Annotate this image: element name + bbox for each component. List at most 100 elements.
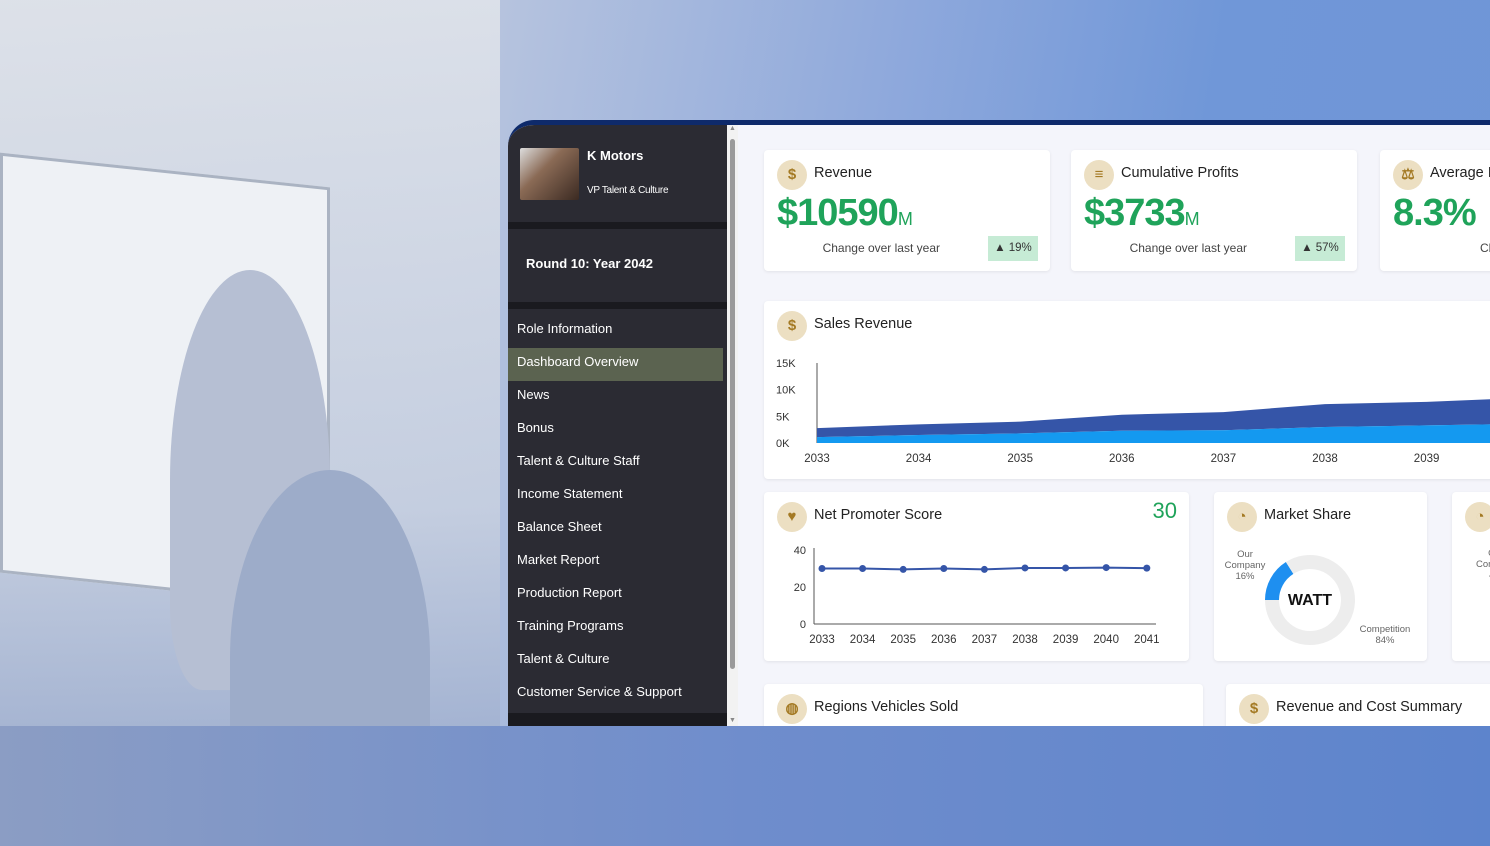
x-tick-label: 2041 [1134,634,1160,646]
x-tick-label: 2036 [1109,453,1135,465]
change-label: Change over last year [822,241,940,255]
scroll-down-icon[interactable]: ▼ [729,717,736,724]
x-tick-label: 2038 [1012,634,1038,646]
change-label: Change over last year [1129,241,1247,255]
change-badge: ▲ 19% [988,236,1038,261]
slice-label: Company [1225,560,1266,571]
sidebar: K Motors VP Talent & Culture Round 10: Y… [508,125,727,726]
nps-card: ♥ Net Promoter Score 30 0 20 40 2033 2034 203… [764,492,1189,661]
sidebar-item-talent-culture[interactable]: Talent & Culture [517,651,610,666]
sidebar-item-market-report[interactable]: Market Report [517,552,600,567]
sidebar-item-news[interactable]: News [517,387,550,402]
kpi-value: 8.3% [1393,192,1477,234]
avatar [520,148,579,200]
nps-point [1021,564,1029,572]
sidebar-item-customer-service-support[interactable]: Customer Service & Support [517,684,682,699]
x-tick-label: 2034 [906,453,932,465]
kpi-title: Cumulative Profits [1121,165,1239,181]
donut-slice [1265,555,1355,645]
nps-point [899,565,907,573]
scrollbar-thumb[interactable] [730,139,735,669]
money-bag-icon: $ [777,160,807,190]
x-tick-label: 2039 [1414,453,1440,465]
slice-label: Our [1237,549,1253,560]
change-badge: ▲ 57% [1295,236,1345,261]
x-tick-label: 2037 [1211,453,1237,465]
x-tick-label: 2036 [931,634,957,646]
sidebar-item-production-report[interactable]: Production Report [517,585,622,600]
y-tick-label: 0 [800,619,806,631]
round-label: Round 10: Year 2042 [526,256,653,271]
regions-card: ◍ Regions Vehicles Sold [764,684,1203,726]
user-heart-icon: ♥ [777,502,807,532]
nps-current-value: 30 [1152,498,1177,523]
user-role: VP Talent & Culture [587,185,669,196]
background-floor [0,726,1490,846]
x-tick-label: 2039 [1053,634,1079,646]
revenue-cost-card: $ Revenue and Cost Summary [1226,684,1490,726]
x-tick-label: 2035 [1007,453,1033,465]
y-tick-label: 10K [776,385,796,397]
sidebar-item-role-information[interactable]: Role Information [517,321,613,336]
slice-label: Competition [1360,624,1411,635]
kpi-card: ≡ Cumulative Profits $3733M Change over … [1071,150,1357,271]
card-title: Net Promoter Score [814,507,943,523]
sales-revenue-chart: 0K5K10K15K203320342035203620372038203920… [776,358,1490,465]
nps-point [818,565,826,572]
company-name: K Motors [587,148,644,163]
coins-icon: ≡ [1084,160,1114,190]
divider [508,713,727,726]
hand-money-icon: $ [777,311,807,341]
card-title: Sales Revenue [814,316,913,332]
y-tick-label: 0K [776,438,790,450]
divider [508,222,727,229]
sidebar-item-training-programs[interactable]: Training Programs [517,618,624,633]
sales-revenue-card: $ Sales Revenue 0K 5K 10K 15K 2033 2034 2035 20… [764,301,1490,479]
donut-center-label: WATT [1288,592,1332,609]
y-tick-label: 40 [794,545,806,557]
card-title: Revenue and Cost Summary [1276,699,1463,715]
sidebar-item-dashboard-overview[interactable]: Dashboard Overview [508,348,723,381]
sidebar-item-talent-culture-staff[interactable]: Talent & Culture Staff [517,453,640,468]
x-tick-label: 2034 [850,634,876,646]
sidebar-item-bonus[interactable]: Bonus [517,420,554,435]
dashboard-window: K Motors VP Talent & Culture Round 10: Y… [508,120,1490,726]
card-title: Market Share [1264,507,1352,523]
kpi-value: $3733M [1084,192,1200,234]
slice-value: 84% [1375,635,1395,646]
x-tick-label: 2033 [809,634,835,646]
scroll-up-icon[interactable]: ▲ [729,125,736,132]
area-series-2 [817,399,1490,438]
nps-point [1102,564,1110,572]
sidebar-item-income-statement[interactable]: Income Statement [517,486,623,501]
x-tick-label: 2038 [1312,453,1338,465]
change-label: Ch [1480,241,1490,255]
nps-point [1143,564,1151,572]
scale-icon: ⚖ [1393,160,1423,190]
kpi-value: $10590M [777,192,913,234]
slice-label: Our Company4% [1476,548,1490,581]
market-share-card-2: ◔ Our Company4% [1452,492,1490,661]
y-tick-label: 5K [776,411,790,423]
kpi-card: $ Revenue $10590M Change over last year … [764,150,1050,271]
divider [508,302,727,309]
y-tick-label: 15K [776,358,796,370]
y-tick-label: 20 [794,582,806,594]
scrollbar[interactable]: ▲ ▼ [727,125,738,726]
card-title: Regions Vehicles Sold [814,699,959,715]
globe-icon: ◍ [777,694,807,724]
sidebar-nav: Role Information Dashboard Overview News Bo… [508,315,727,711]
nps-point [940,565,948,572]
search-dollar-icon: $ [1239,694,1269,724]
x-tick-label: 2033 [804,453,830,465]
x-tick-label: 2040 [1093,634,1119,646]
market-share-card: ◔ Market Share WATT Our Company 16% Competit… [1214,492,1427,661]
nps-point [1062,564,1070,572]
sidebar-item-balance-sheet[interactable]: Balance Sheet [517,519,602,534]
pie-chart-icon: ◔ [1227,502,1257,532]
x-tick-label: 2035 [890,634,916,646]
donut-slice [1265,562,1294,601]
kpi-title: Average I [1430,165,1490,181]
